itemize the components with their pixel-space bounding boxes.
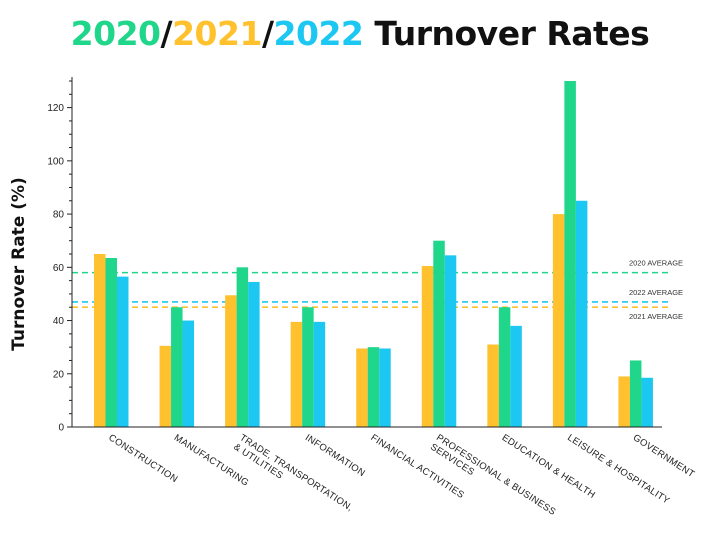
bar bbox=[236, 267, 249, 427]
title-slash: / bbox=[261, 14, 274, 53]
title-slash: / bbox=[160, 14, 173, 53]
bar bbox=[367, 347, 380, 427]
bar bbox=[629, 360, 642, 427]
bar bbox=[94, 254, 106, 427]
bar bbox=[302, 307, 314, 427]
y-tick-label: 100 bbox=[47, 156, 64, 167]
bar bbox=[575, 200, 588, 427]
average-line-label: 2021 AVERAGE bbox=[629, 312, 683, 321]
bar bbox=[433, 240, 445, 427]
y-tick-label: 0 bbox=[58, 423, 64, 434]
bar bbox=[641, 377, 653, 427]
bar bbox=[159, 345, 172, 427]
average-line-label: 2020 AVERAGE bbox=[629, 259, 683, 268]
bar bbox=[171, 307, 183, 427]
bar bbox=[248, 281, 260, 427]
bar bbox=[444, 255, 457, 427]
bar bbox=[564, 81, 576, 427]
axes bbox=[67, 77, 662, 428]
bar bbox=[356, 348, 368, 427]
bars bbox=[94, 81, 653, 427]
y-tick-label: 120 bbox=[47, 103, 64, 114]
x-category-label-line: PROFESSIONAL & BUSINESS bbox=[434, 432, 558, 518]
x-category-label-line: LEISURE & HOSPITALITY bbox=[565, 432, 672, 507]
y-tick-label: 40 bbox=[53, 316, 65, 327]
bar bbox=[313, 321, 326, 427]
bar bbox=[487, 344, 499, 427]
x-category-label-line: INFORMATION bbox=[303, 432, 367, 479]
y-tick-label: 60 bbox=[53, 263, 65, 274]
y-tick-label: 20 bbox=[53, 369, 65, 380]
x-category-label: GOVERNMENT bbox=[631, 432, 697, 480]
x-category-label-line: CONSTRUCTION bbox=[106, 432, 179, 485]
title-year-2022: 2022 bbox=[273, 14, 364, 53]
bar bbox=[552, 214, 565, 427]
bar bbox=[421, 265, 434, 427]
x-category-label: CONSTRUCTION bbox=[106, 432, 179, 485]
title-year-2020: 2020 bbox=[70, 14, 161, 53]
bar bbox=[510, 325, 522, 427]
bar bbox=[379, 348, 391, 427]
bar bbox=[117, 276, 129, 427]
chart-title: 2020/2021/2022 Turnover Rates bbox=[0, 14, 720, 53]
bar bbox=[225, 295, 237, 427]
bar bbox=[290, 321, 303, 427]
bar bbox=[498, 307, 511, 427]
y-axis-title: Turnover Rate (%) bbox=[9, 177, 29, 351]
bar bbox=[105, 257, 117, 427]
x-category-label: INFORMATION bbox=[303, 432, 367, 479]
bar bbox=[182, 320, 195, 427]
average-line-label: 2022 AVERAGE bbox=[629, 288, 683, 297]
y-tick-label: 80 bbox=[53, 210, 65, 221]
x-category-label-line: TRADE, TRANSPORTATION, bbox=[237, 432, 354, 513]
x-category-label: LEISURE & HOSPITALITY bbox=[565, 432, 672, 507]
x-category-label-line: GOVERNMENT bbox=[631, 432, 697, 480]
title-text: Turnover Rates bbox=[363, 14, 650, 53]
title-year-2021: 2021 bbox=[172, 14, 262, 53]
x-category-label: TRADE, TRANSPORTATION,& UTILITIES bbox=[231, 432, 354, 523]
bar bbox=[618, 376, 630, 427]
